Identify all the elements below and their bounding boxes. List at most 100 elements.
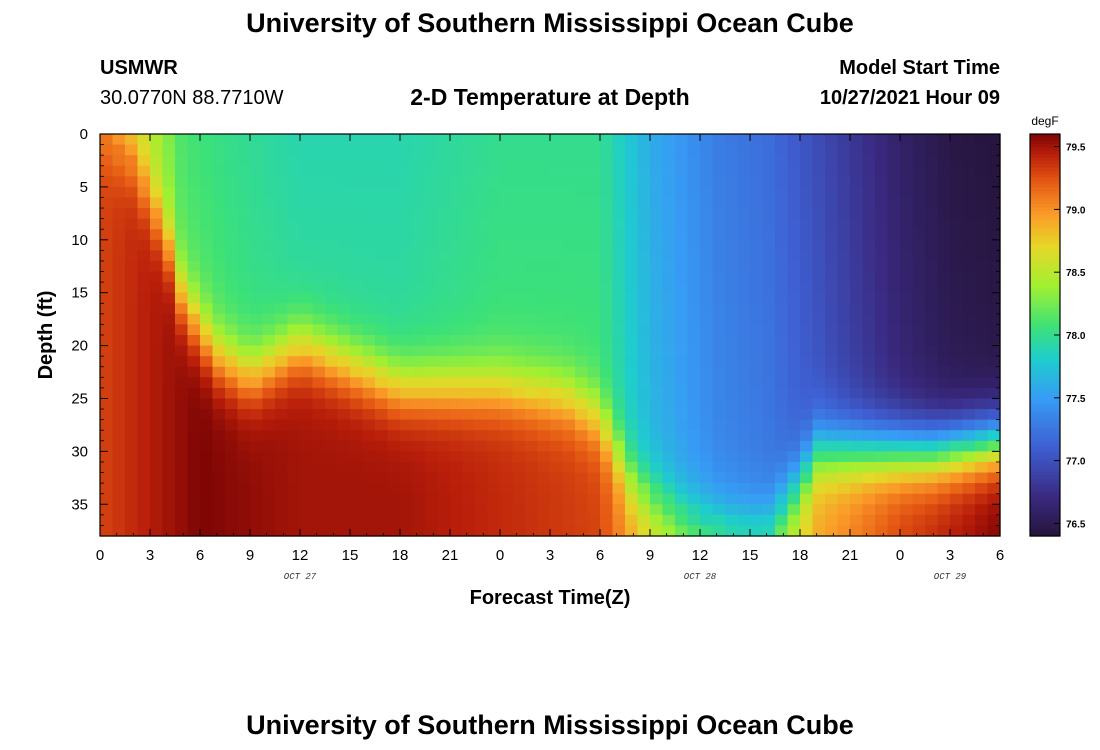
heatmap-cell xyxy=(287,197,301,209)
y-tick-label: 25 xyxy=(71,390,88,407)
colorbar-segment xyxy=(1030,455,1060,460)
heatmap-cell xyxy=(500,208,514,220)
heatmap-cell xyxy=(262,176,276,188)
heatmap-cell xyxy=(350,208,364,220)
heatmap-cell xyxy=(200,155,214,167)
heatmap-cell xyxy=(450,208,464,220)
heatmap-cell xyxy=(162,377,176,389)
heatmap-cell xyxy=(825,493,839,505)
heatmap-cell xyxy=(850,461,864,474)
heatmap-cell xyxy=(875,525,889,537)
heatmap-cell xyxy=(325,472,339,484)
heatmap-cell xyxy=(262,218,276,230)
heatmap-cell xyxy=(150,514,164,527)
heatmap-cell xyxy=(937,525,951,537)
heatmap-cell xyxy=(237,260,251,273)
heatmap-cell xyxy=(687,176,701,188)
heatmap-cell xyxy=(387,197,401,209)
heatmap-cell xyxy=(187,271,201,283)
heatmap-cell xyxy=(425,356,439,368)
heatmap-cell xyxy=(212,208,226,220)
heatmap-cell xyxy=(925,419,939,431)
heatmap-cell xyxy=(462,208,476,220)
heatmap-cell xyxy=(350,430,364,442)
heatmap-cell xyxy=(500,514,514,527)
heatmap-cell xyxy=(162,260,176,273)
heatmap-cell xyxy=(412,483,426,495)
heatmap-cell xyxy=(437,366,451,378)
heatmap-cell xyxy=(562,387,576,400)
heatmap-cell xyxy=(900,335,914,347)
heatmap-cell xyxy=(650,250,664,262)
heatmap-cell xyxy=(475,303,489,315)
heatmap-cell xyxy=(525,387,539,400)
heatmap-cell xyxy=(525,218,539,230)
heatmap-cell xyxy=(887,440,901,452)
heatmap-cell xyxy=(562,282,576,294)
heatmap-cell xyxy=(887,303,901,315)
heatmap-cell xyxy=(712,176,726,188)
heatmap-cell xyxy=(337,366,351,378)
heatmap-cell xyxy=(250,208,264,220)
heatmap-cell xyxy=(250,292,264,304)
heatmap-cell xyxy=(925,451,939,463)
heatmap-cell xyxy=(500,134,514,146)
heatmap-cell xyxy=(500,504,514,516)
heatmap-cell xyxy=(875,461,889,474)
heatmap-cell xyxy=(125,134,139,146)
heatmap-cell xyxy=(875,451,889,463)
heatmap-cell xyxy=(287,282,301,294)
heatmap-cell xyxy=(437,483,451,495)
heatmap-cell xyxy=(812,430,826,442)
heatmap-cell xyxy=(637,377,651,389)
heatmap-cell xyxy=(887,218,901,230)
heatmap-cell xyxy=(987,493,1001,505)
heatmap-cell xyxy=(212,493,226,505)
heatmap-cell xyxy=(262,282,276,294)
heatmap-cell xyxy=(325,324,339,336)
heatmap-cell xyxy=(400,387,414,400)
heatmap-cell xyxy=(737,313,751,326)
heatmap-cell xyxy=(125,377,139,389)
heatmap-cell xyxy=(862,292,876,304)
heatmap-cell xyxy=(537,335,551,347)
heatmap-cell xyxy=(262,155,276,167)
heatmap-cell xyxy=(962,377,976,389)
heatmap-cell xyxy=(837,165,851,177)
heatmap-cell xyxy=(725,313,739,326)
heatmap-cell xyxy=(512,271,526,283)
heatmap-cell xyxy=(625,186,639,199)
heatmap-cell xyxy=(775,239,789,251)
heatmap-cell xyxy=(337,239,351,251)
heatmap-cell xyxy=(312,430,326,442)
heatmap-cell xyxy=(800,271,814,283)
heatmap-cell xyxy=(487,483,501,495)
heatmap-cell xyxy=(950,260,964,273)
heatmap-cell xyxy=(175,514,189,527)
heatmap-cell xyxy=(112,356,126,368)
heatmap-cell xyxy=(975,419,989,431)
colorbar-segment xyxy=(1030,505,1060,510)
heatmap-cell xyxy=(350,409,364,421)
heatmap-cell xyxy=(412,387,426,400)
heatmap-cell xyxy=(912,144,926,156)
heatmap-cell xyxy=(875,292,889,304)
heatmap-cell xyxy=(587,260,601,273)
heatmap-cell xyxy=(687,303,701,315)
heatmap-cell xyxy=(925,493,939,505)
heatmap-cell xyxy=(125,282,139,294)
heatmap-cell xyxy=(587,229,601,241)
heatmap-cell xyxy=(312,260,326,273)
heatmap-cell xyxy=(137,218,151,230)
heatmap-cell xyxy=(525,197,539,209)
heatmap-cell xyxy=(625,239,639,251)
heatmap-cell xyxy=(825,229,839,241)
heatmap-cell xyxy=(350,387,364,400)
heatmap-cell xyxy=(487,186,501,199)
heatmap-cell xyxy=(187,514,201,527)
heatmap-cell xyxy=(512,186,526,199)
heatmap-cell xyxy=(687,461,701,474)
heatmap-cell xyxy=(225,165,239,177)
heatmap-cell xyxy=(762,451,776,463)
heatmap-cell xyxy=(787,250,801,262)
